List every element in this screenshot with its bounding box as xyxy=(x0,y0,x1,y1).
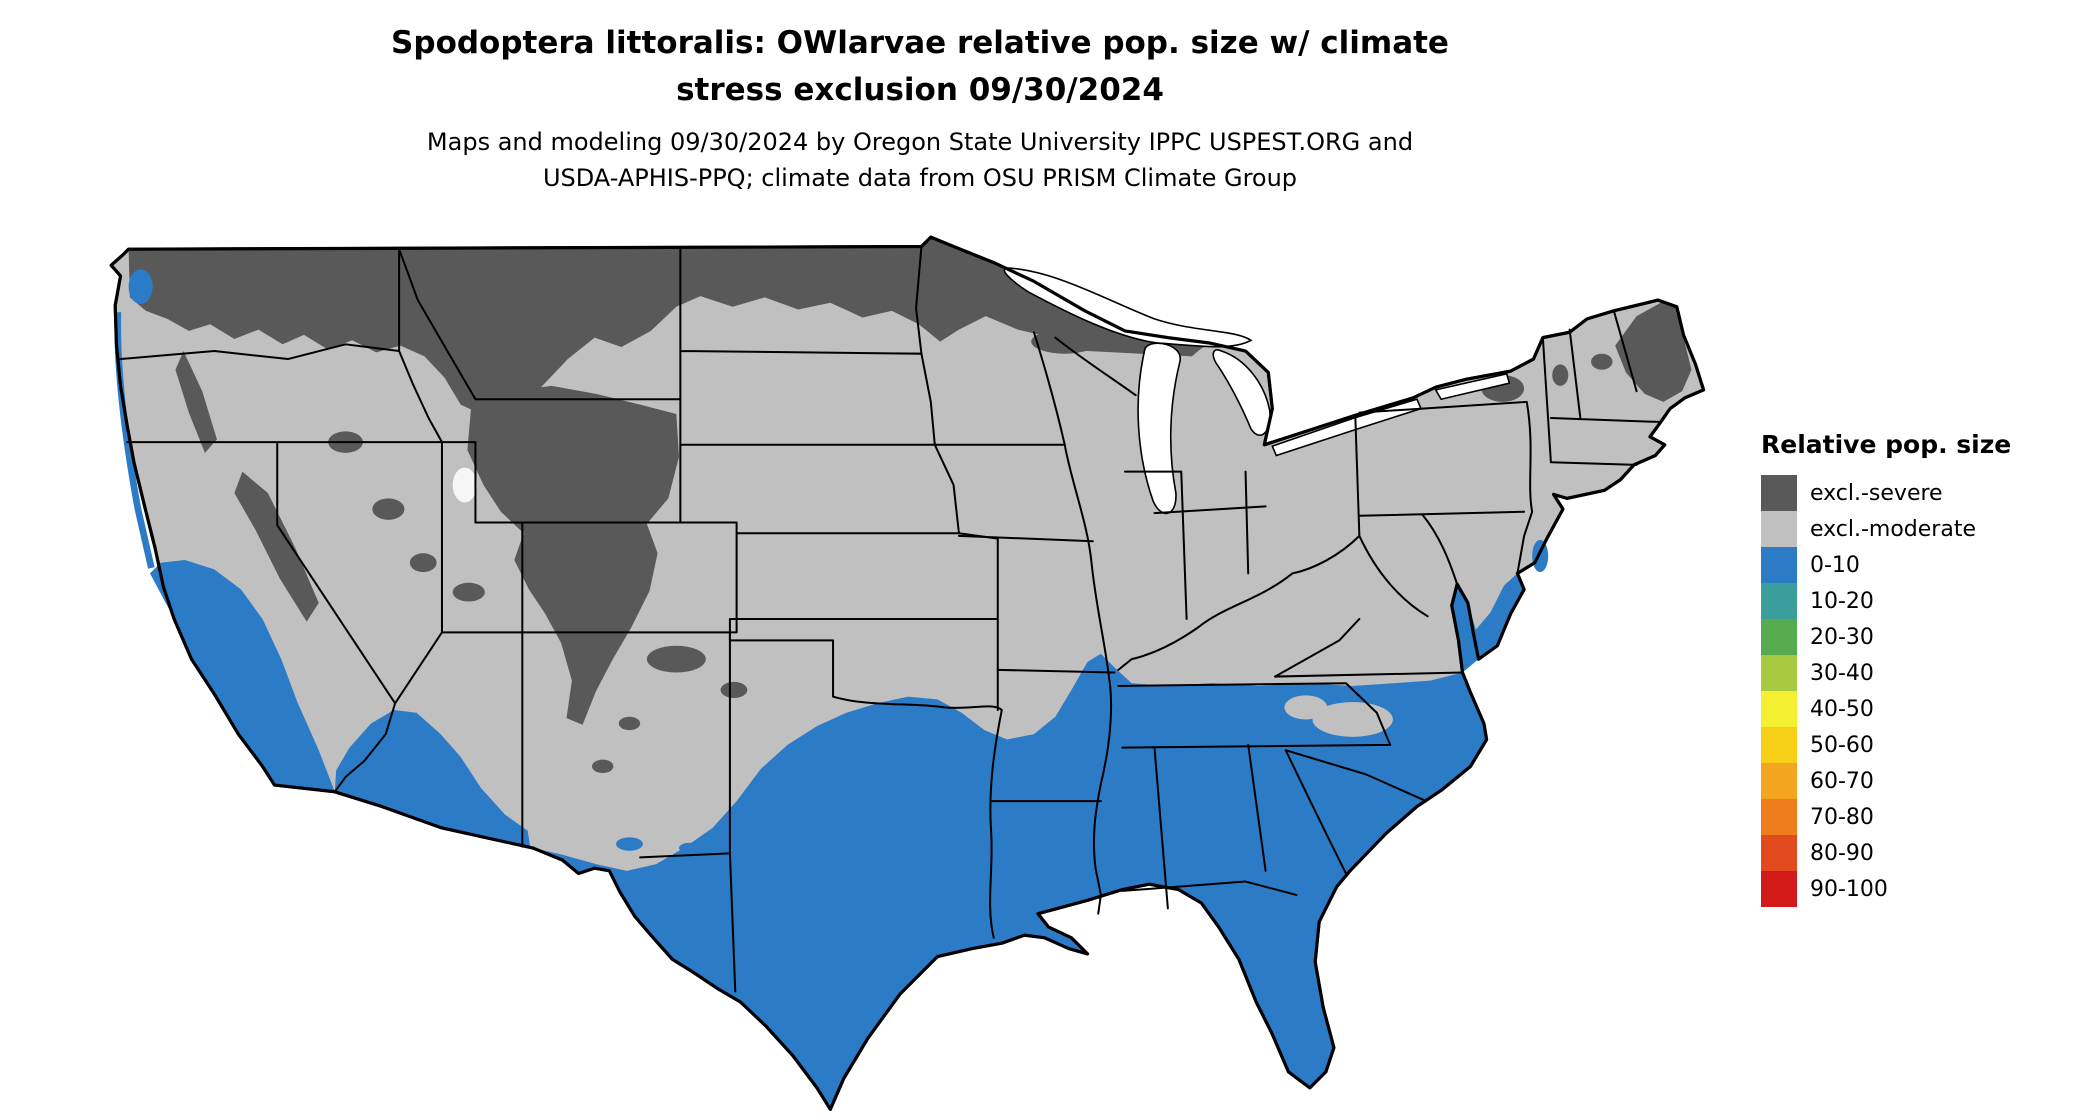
lake-huron xyxy=(1212,349,1271,436)
legend-swatch xyxy=(1761,475,1797,511)
legend-item-label: 50-60 xyxy=(1810,732,1874,758)
legend-item-label: 20-30 xyxy=(1810,624,1874,650)
blue-southeast-band xyxy=(533,653,1487,1110)
state-lines-east xyxy=(1117,400,1534,910)
legend-item: 40-50 xyxy=(1761,691,2011,727)
state-lines-mountain-plains xyxy=(474,245,1066,859)
legend-item-label: 40-50 xyxy=(1810,696,1874,722)
legend-item-label: 70-80 xyxy=(1810,804,1874,830)
map-title: Spodoptera littoralis: OWlarvae relative… xyxy=(80,20,1760,114)
blue-arizona xyxy=(334,710,531,849)
legend: Relative pop. size excl.-severe excl.-mod… xyxy=(1761,430,2011,907)
legend-title: Relative pop. size xyxy=(1761,430,2012,459)
severe-sierra-nevada xyxy=(234,471,319,622)
legend-item: 10-20 xyxy=(1761,583,2011,619)
legend-item-label: 10-20 xyxy=(1810,588,1874,614)
conus-outline xyxy=(109,235,1706,1111)
blue-new-jersey-coast xyxy=(1532,539,1549,573)
map-title-line1: Spodoptera littoralis: OWlarvae relative… xyxy=(391,25,1449,61)
map-header: Spodoptera littoralis: OWlarvae relative… xyxy=(80,20,1760,196)
legend-swatch xyxy=(1761,619,1797,655)
severe-white-mountains xyxy=(1591,353,1613,370)
state-lines-northeast xyxy=(1541,309,1662,466)
legend-item: 90-100 xyxy=(1761,871,2011,907)
severe-cascades xyxy=(175,351,217,453)
legend-swatch xyxy=(1761,655,1797,691)
legend-item: 20-30 xyxy=(1761,619,2011,655)
blue-new-mexico-border-2 xyxy=(679,842,701,854)
severe-green-mountains xyxy=(1552,364,1569,386)
region-pop-0-10 xyxy=(114,269,1549,1110)
legend-item-label: 80-90 xyxy=(1810,840,1874,866)
great-salt-lake xyxy=(452,467,477,503)
severe-nevada-2 xyxy=(372,498,405,520)
legend-item-label: 0-10 xyxy=(1810,552,1860,578)
legend-swatch xyxy=(1761,871,1797,907)
legend-item: excl.-severe xyxy=(1761,475,2011,511)
legend-swatch xyxy=(1761,691,1797,727)
legend-swatch xyxy=(1761,799,1797,835)
severe-new-mexico-1 xyxy=(618,716,641,731)
legend-item: 30-40 xyxy=(1761,655,2011,691)
state-boundaries xyxy=(119,245,1662,993)
legend-items: excl.-severe excl.-moderate 0-10 10-20 20-30… xyxy=(1761,475,2011,907)
map-subtitle: Maps and modeling 09/30/2024 by Oregon S… xyxy=(80,124,1760,196)
lake-ontario xyxy=(1434,372,1511,401)
map-title-line2: stress exclusion 09/30/2024 xyxy=(676,72,1164,108)
state-lines-west xyxy=(119,248,524,848)
legend-item: 60-70 xyxy=(1761,763,2011,799)
legend-swatch xyxy=(1761,727,1797,763)
severe-new-mexico-2 xyxy=(591,759,614,774)
legend-swatch xyxy=(1761,511,1797,547)
severe-maine xyxy=(1615,302,1692,402)
blue-california xyxy=(150,560,335,792)
legend-swatch xyxy=(1761,583,1797,619)
region-appalachian-moderate xyxy=(1284,695,1393,737)
map-subtitle-line2: USDA-APHIS-PPQ; climate data from OSU PR… xyxy=(542,164,1298,192)
severe-utah xyxy=(452,582,485,602)
moderate-appalachia-1 xyxy=(1312,702,1393,737)
state-lines-mississippi-valley xyxy=(957,331,1116,915)
severe-rockies xyxy=(467,385,680,725)
blue-delmarva xyxy=(1451,573,1525,673)
legend-item: 0-10 xyxy=(1761,547,2011,583)
blue-puget-sound xyxy=(128,269,153,305)
legend-item-label: 30-40 xyxy=(1810,660,1874,686)
legend-item: 70-80 xyxy=(1761,799,2011,835)
state-lines-upper-midwest xyxy=(1054,336,1294,671)
severe-high-plains-1 xyxy=(646,645,706,673)
legend-item-label: excl.-moderate xyxy=(1810,516,1976,542)
legend-item: excl.-moderate xyxy=(1761,511,2011,547)
legend-item-label: 90-100 xyxy=(1810,876,1888,902)
legend-item-label: 60-70 xyxy=(1810,768,1874,794)
legend-swatch xyxy=(1761,763,1797,799)
map-subtitle-line1: Maps and modeling 09/30/2024 by Oregon S… xyxy=(426,128,1414,156)
blue-new-mexico-border-1 xyxy=(616,837,643,851)
legend-item-label: excl.-severe xyxy=(1810,480,1943,506)
legend-item: 80-90 xyxy=(1761,835,2011,871)
legend-swatch xyxy=(1761,547,1797,583)
severe-nevada-3 xyxy=(409,553,437,573)
severe-north-wisconsin xyxy=(1031,329,1099,354)
legend-swatch xyxy=(1761,835,1797,871)
severe-high-plains-2 xyxy=(720,681,748,699)
legend-item: 50-60 xyxy=(1761,727,2011,763)
moderate-appalachia-2 xyxy=(1284,695,1328,720)
